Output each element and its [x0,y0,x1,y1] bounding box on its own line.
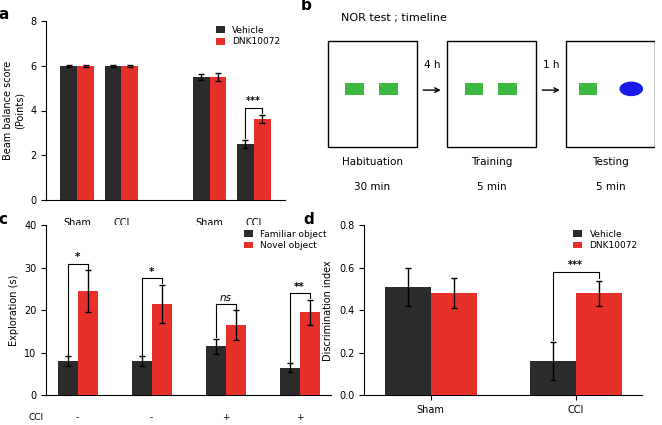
Bar [566,41,655,147]
Text: ***: *** [568,260,583,270]
Text: Testing: Testing [592,157,629,167]
Legend: Familiar object, Novel object: Familiar object, Novel object [244,230,326,250]
Bar [498,83,517,94]
Text: b: b [301,0,312,13]
Text: 5 min: 5 min [477,182,506,192]
Bar [206,346,226,395]
Y-axis label: Discrimination index: Discrimination index [324,260,334,361]
Bar [77,66,94,200]
Bar [105,66,121,200]
Text: Training: Training [471,157,512,167]
Bar [58,361,77,395]
Text: *: * [149,267,154,277]
Text: *: * [75,252,80,262]
Text: Habituation: Habituation [342,157,403,167]
Legend: Vehicle, DNK10072: Vehicle, DNK10072 [573,230,638,250]
Bar [300,312,320,395]
Text: ***: *** [246,96,261,107]
Bar [447,41,536,147]
Text: 5 min: 5 min [596,182,626,192]
Circle shape [620,82,643,96]
Text: **: ** [295,282,305,292]
Text: 9 day: 9 day [218,239,245,249]
Text: c: c [0,212,7,227]
Text: 30 min: 30 min [354,182,391,192]
Text: ns: ns [220,292,232,303]
Bar [346,83,363,94]
Text: Sham: Sham [64,218,91,228]
Y-axis label: Exploration (s): Exploration (s) [9,275,19,346]
Bar [237,144,254,200]
Text: 1 h: 1 h [543,60,559,70]
Bar [280,368,300,395]
Bar [530,361,576,395]
Legend: Vehicle, DNK10072: Vehicle, DNK10072 [216,26,280,46]
Bar [579,83,598,94]
Bar [226,325,246,395]
Text: CCI: CCI [28,413,44,422]
Bar [210,77,226,200]
Text: +: + [222,413,230,422]
Text: d: d [303,212,314,227]
Y-axis label: Beam balance score
(Points): Beam balance score (Points) [3,61,24,160]
Text: 4 h: 4 h [424,60,440,70]
Text: CCI: CCI [113,218,130,228]
Text: Sham: Sham [196,218,224,228]
Text: -: - [150,413,154,422]
Bar [193,77,210,200]
Text: +: + [296,413,303,422]
Bar [152,304,171,395]
Bar [60,66,77,200]
Bar [77,291,97,395]
Bar [379,83,398,94]
Bar [121,66,138,200]
Text: a: a [0,7,9,22]
Bar [328,41,417,147]
Text: 0 day: 0 day [86,239,113,249]
Bar [430,293,477,395]
Text: -: - [76,413,79,422]
Text: CCI: CCI [246,218,262,228]
Bar [132,361,152,395]
Bar [465,83,483,94]
Bar [254,119,271,200]
Text: NOR test ; timeline: NOR test ; timeline [341,13,447,23]
Bar [576,293,622,395]
Bar [385,287,430,395]
